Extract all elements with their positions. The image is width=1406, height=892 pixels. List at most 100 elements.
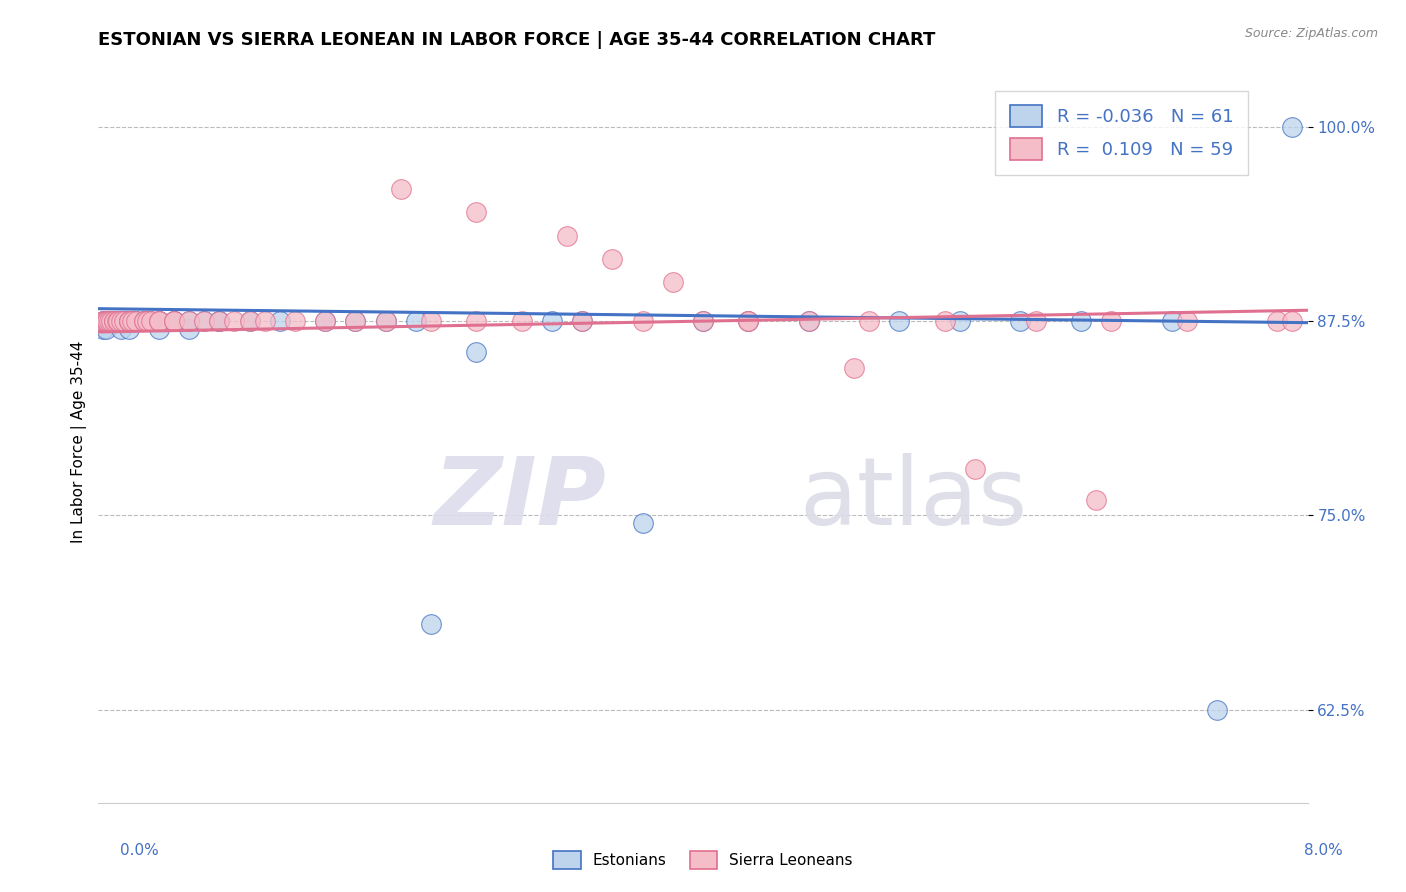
Point [208,314,231,328]
Point [118,314,141,328]
Point [132,314,155,328]
Point [889,314,911,328]
Point [420,617,443,632]
Text: Source: ZipAtlas.com: Source: ZipAtlas.com [1244,27,1378,40]
Point [737,314,759,328]
Point [949,314,972,328]
Point [148,314,170,328]
Point [631,314,654,328]
Point [571,314,593,328]
Point [965,461,987,475]
Point [110,314,132,328]
Point [118,314,141,328]
Point [121,314,143,328]
Point [208,314,231,328]
Point [163,314,186,328]
Point [118,314,141,328]
Point [94,314,117,328]
Point [125,314,148,328]
Point [163,314,186,328]
Point [91,314,114,328]
Point [465,205,488,219]
Point [135,314,157,328]
Text: 0.0%: 0.0% [120,843,159,858]
Point [132,314,155,328]
Point [112,314,135,328]
Point [112,314,135,328]
Point [141,314,163,328]
Point [692,314,714,328]
Point [661,275,683,289]
Point [797,314,820,328]
Point [571,314,593,328]
Point [118,322,141,336]
Point [253,314,276,328]
Point [374,314,396,328]
Legend: Estonians, Sierra Leoneans: Estonians, Sierra Leoneans [547,845,859,875]
Point [420,314,443,328]
Point [602,252,624,266]
Point [91,314,114,328]
Point [179,314,201,328]
Point [389,182,412,196]
Point [112,314,135,328]
Point [797,314,820,328]
Point [132,314,155,328]
Point [269,314,291,328]
Point [1281,120,1303,134]
Point [135,314,157,328]
Point [121,314,143,328]
Point [105,314,128,328]
Legend: R = -0.036   N = 61, R =  0.109   N = 59: R = -0.036 N = 61, R = 0.109 N = 59 [995,91,1247,175]
Point [1267,314,1289,328]
Point [1010,314,1032,328]
Point [121,314,143,328]
Point [631,516,654,530]
Point [163,314,186,328]
Text: ESTONIAN VS SIERRA LEONEAN IN LABOR FORCE | AGE 35-44 CORRELATION CHART: ESTONIAN VS SIERRA LEONEAN IN LABOR FORC… [98,31,936,49]
Point [132,314,155,328]
Point [179,314,201,328]
Point [100,314,122,328]
Point [105,314,128,328]
Point [96,314,118,328]
Point [93,314,115,328]
Point [934,314,956,328]
Point [858,314,880,328]
Point [118,314,141,328]
Point [465,314,488,328]
Point [239,314,262,328]
Point [737,314,759,328]
Point [94,322,117,336]
Point [344,314,367,328]
Point [314,314,336,328]
Point [1160,314,1182,328]
Point [110,314,132,328]
Point [103,314,125,328]
Point [125,314,148,328]
Point [100,314,122,328]
Point [374,314,396,328]
Point [193,314,215,328]
Point [1070,314,1092,328]
Point [844,360,866,375]
Point [1099,314,1122,328]
Point [93,314,115,328]
Text: atlas: atlas [800,453,1028,545]
Point [148,322,170,336]
Point [148,314,170,328]
Point [737,314,759,328]
Point [107,314,129,328]
Point [284,314,307,328]
Point [1025,314,1047,328]
Point [98,314,121,328]
Point [239,314,262,328]
Point [1206,702,1229,716]
Y-axis label: In Labor Force | Age 35-44: In Labor Force | Age 35-44 [72,341,87,542]
Point [110,322,132,336]
Point [141,314,163,328]
Point [1175,314,1198,328]
Point [224,314,246,328]
Point [208,314,231,328]
Point [344,314,367,328]
